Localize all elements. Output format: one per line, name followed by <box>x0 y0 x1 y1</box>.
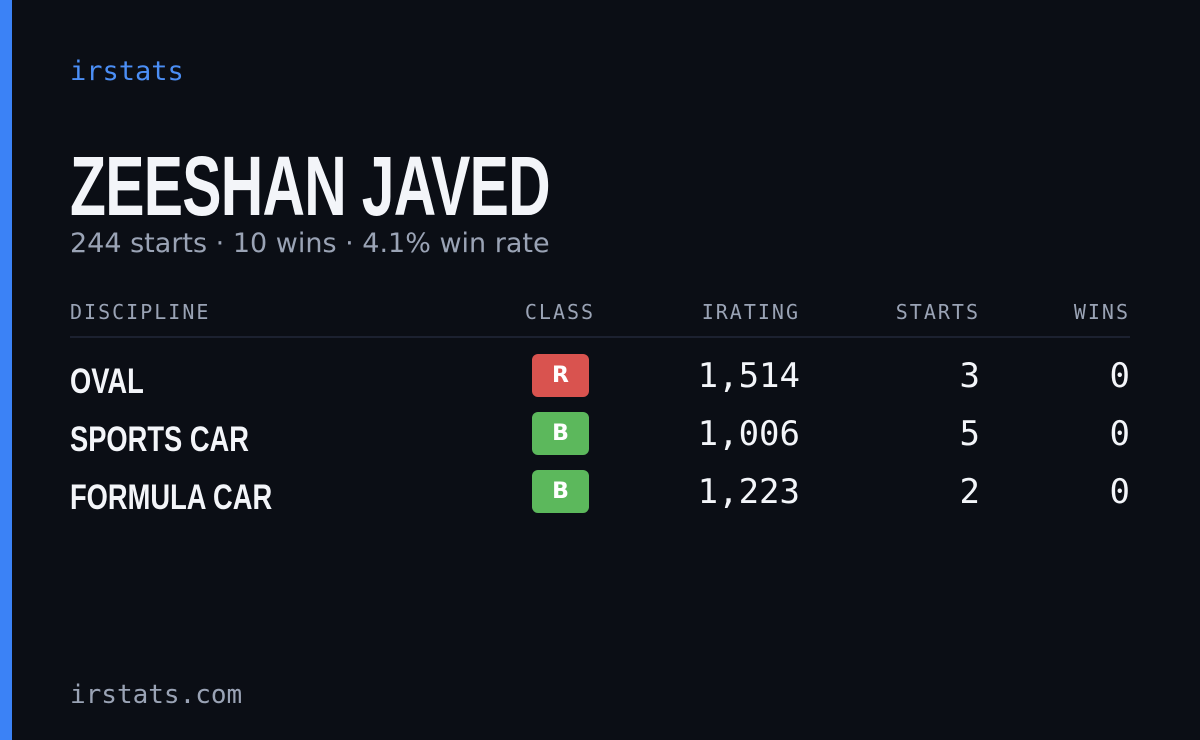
irating: 1,514 <box>697 356 800 396</box>
discipline: OVAL <box>70 362 144 401</box>
irating: 1,006 <box>697 414 800 454</box>
summary: 244 starts · 10 wins · 4.1% win rate <box>70 228 550 259</box>
starts: 3 <box>959 356 980 396</box>
column-header: CLASS <box>524 300 596 324</box>
column-header: STARTS <box>895 300 980 324</box>
footer-url: irstats.com <box>70 680 243 710</box>
wins: 0 <box>1109 356 1130 396</box>
class-badge: B <box>532 412 589 455</box>
starts: 2 <box>959 472 980 512</box>
column-header: DISCIPLINE <box>70 300 211 324</box>
discipline: SPORTS CAR <box>70 420 249 459</box>
irating: 1,223 <box>697 472 800 512</box>
header-rule <box>70 336 1130 338</box>
column-header: WINS <box>1073 300 1130 324</box>
discipline: FORMULA CAR <box>70 478 273 517</box>
column-header: IRATING <box>701 300 800 324</box>
driver-name: ZEESHAN JAVED <box>70 139 551 233</box>
class-badge: B <box>532 470 589 513</box>
class-badge: R <box>532 354 589 397</box>
accent-bar <box>0 0 12 740</box>
wins: 0 <box>1109 414 1130 454</box>
brand: irstats <box>70 56 184 87</box>
wins: 0 <box>1109 472 1130 512</box>
starts: 5 <box>959 414 980 454</box>
